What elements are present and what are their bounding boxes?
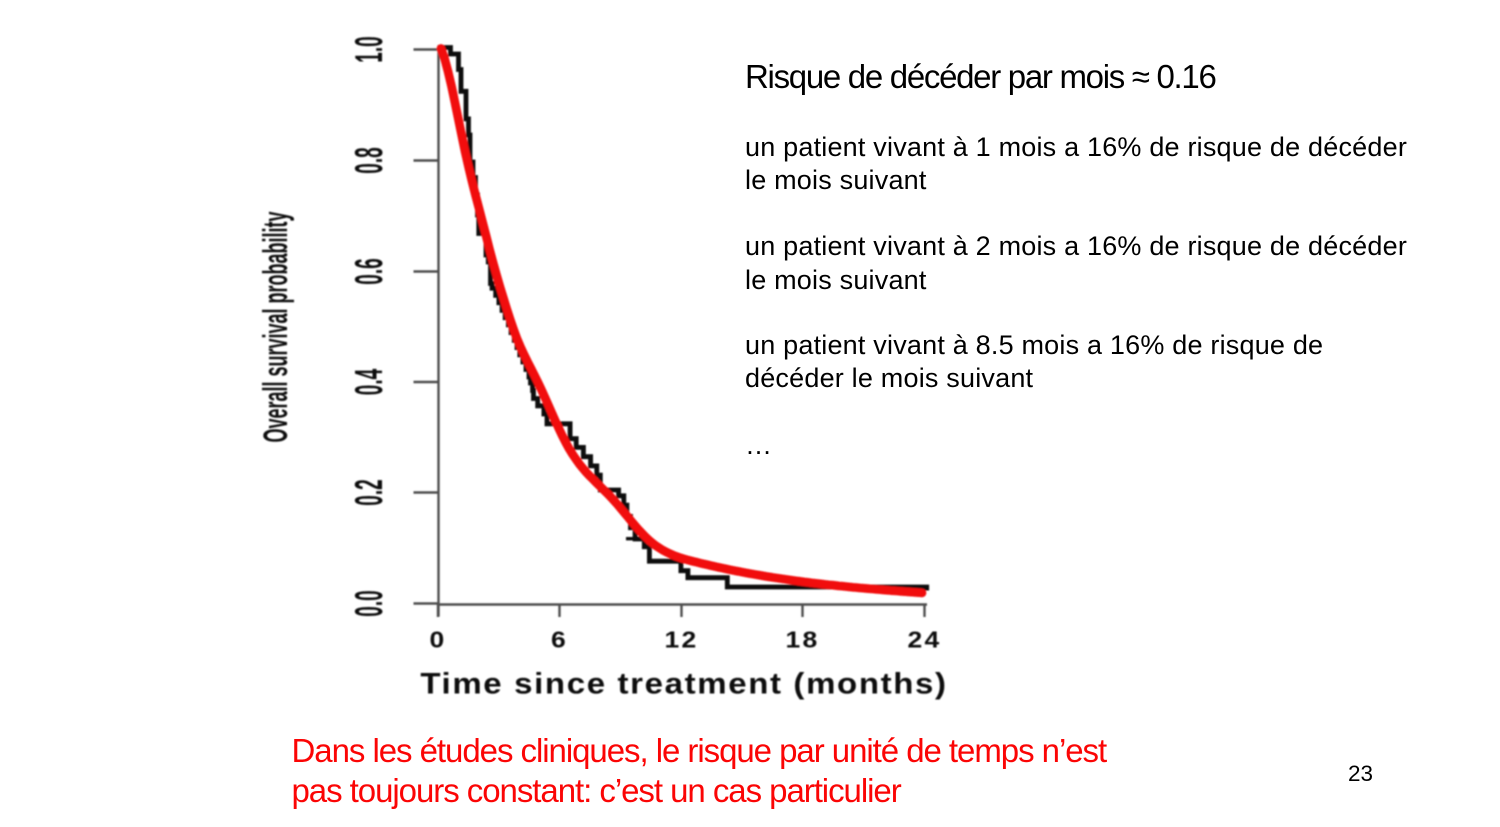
svg-text:24: 24 — [908, 628, 942, 653]
svg-text:12: 12 — [665, 628, 699, 653]
svg-text:0.2: 0.2 — [348, 479, 391, 505]
svg-text:1.0: 1.0 — [348, 36, 391, 62]
svg-text:0.4: 0.4 — [348, 369, 391, 395]
svg-text:18: 18 — [786, 628, 820, 653]
svg-text:0: 0 — [429, 628, 446, 653]
svg-text:0.8: 0.8 — [348, 147, 391, 173]
svg-text:Time since treatment (months): Time since treatment (months) — [420, 666, 947, 700]
svg-text:Overall survival probability: Overall survival probability — [256, 211, 295, 442]
svg-text:0.6: 0.6 — [348, 258, 391, 284]
svg-text:0.0: 0.0 — [348, 590, 391, 616]
svg-text:6: 6 — [551, 628, 568, 653]
